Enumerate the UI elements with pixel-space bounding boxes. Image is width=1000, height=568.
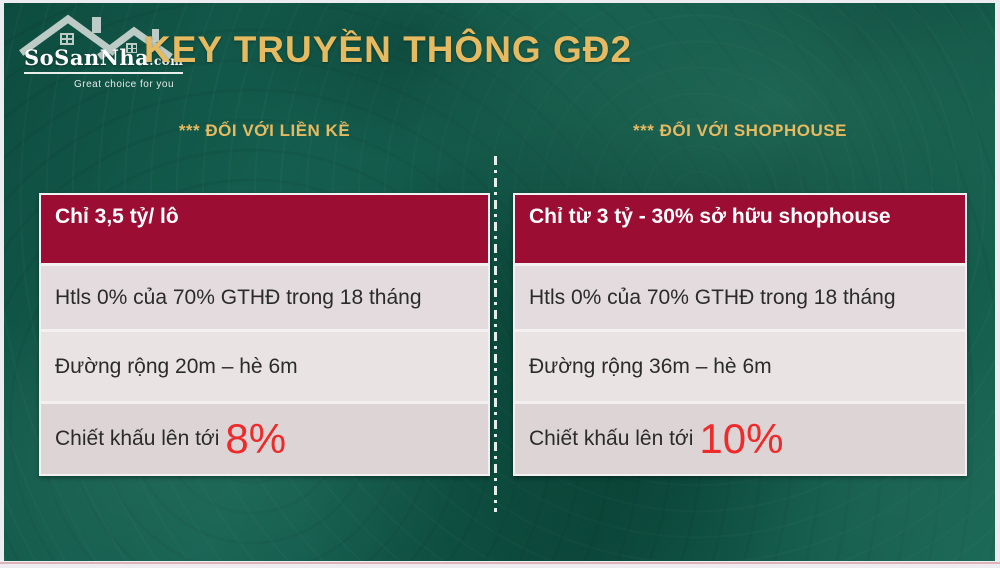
logo: SoSanNha.com Great choice for you bbox=[16, 9, 186, 101]
table-lien-ke: Chỉ 3,5 tỷ/ lô Htls 0% của 70% GTHĐ tron… bbox=[39, 193, 490, 476]
row-text: Đường rộng 36m – hè 6m bbox=[529, 354, 772, 378]
logo-tagline: Great choice for you bbox=[74, 79, 175, 90]
row-text: Htls 0% của 70% GTHĐ trong 18 tháng bbox=[529, 285, 896, 309]
table-row: Đường rộng 20m – hè 6m bbox=[41, 332, 488, 401]
row-text: Htls 0% của 70% GTHĐ trong 18 tháng bbox=[55, 285, 422, 309]
table-row: Htls 0% của 70% GTHĐ trong 18 tháng bbox=[515, 266, 965, 329]
page-title: KEY TRUYỀN THÔNG GĐ2 bbox=[144, 29, 633, 70]
table-row: Đường rộng 36m – hè 6m bbox=[515, 332, 965, 401]
logo-brand-name: SoSanNha.com bbox=[24, 45, 184, 74]
discount-label: Chiết khấu lên tới bbox=[55, 427, 220, 450]
table-shophouse: Chỉ từ 3 tỷ - 30% sở hữu shophouse Htls … bbox=[513, 193, 967, 476]
discount-label: Chiết khấu lên tới bbox=[529, 427, 694, 450]
price-text: Chỉ từ 3 tỷ - 30% sở hữu shophouse bbox=[529, 205, 891, 228]
table-row-price: Chỉ 3,5 tỷ/ lô bbox=[41, 195, 488, 263]
table-row-discount: Chiết khấu lên tới 8% bbox=[41, 404, 488, 474]
slide-background: SoSanNha.com Great choice for you KEY TR… bbox=[4, 3, 995, 561]
price-text: Chỉ 3,5 tỷ/ lô bbox=[55, 205, 179, 228]
bottom-accent-line bbox=[0, 562, 1000, 564]
row-text: Đường rộng 20m – hè 6m bbox=[55, 354, 298, 378]
table-row-discount: Chiết khấu lên tới 10% bbox=[515, 404, 965, 474]
column-header-lien-ke: *** ĐỐI VỚI LIỀN KỀ bbox=[178, 121, 351, 140]
table-row-price: Chỉ từ 3 tỷ - 30% sở hữu shophouse bbox=[515, 195, 965, 263]
houses-watermark-icon bbox=[19, 14, 173, 60]
column-header-shophouse: *** ĐỐI VỚI SHOPHOUSE bbox=[633, 121, 847, 140]
vertical-dashed-divider bbox=[494, 156, 497, 512]
table-row: Htls 0% của 70% GTHĐ trong 18 tháng bbox=[41, 266, 488, 329]
logo-brand-suffix: .com bbox=[149, 54, 184, 68]
discount-value: 10% bbox=[699, 415, 784, 462]
discount-value: 8% bbox=[225, 415, 287, 462]
